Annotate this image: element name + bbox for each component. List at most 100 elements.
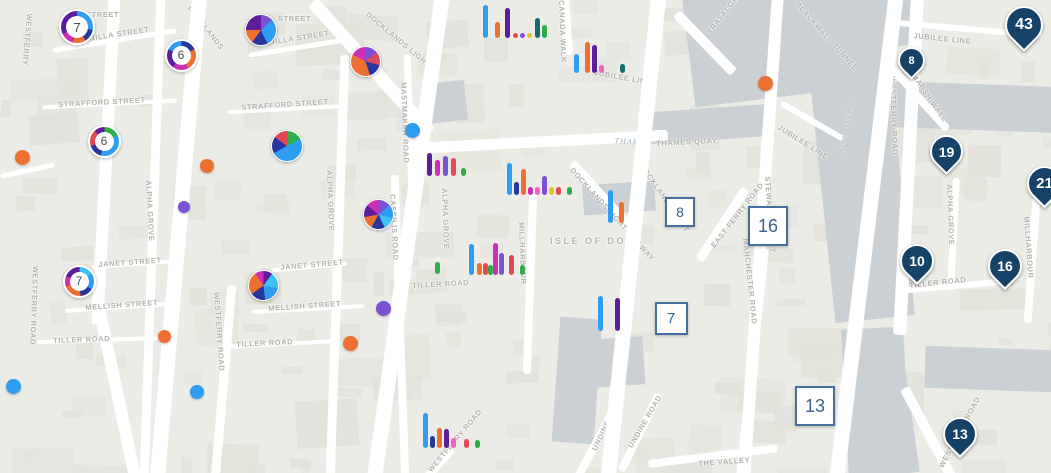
building-block [60, 245, 94, 263]
street-label: STREET [278, 14, 312, 23]
bar-cluster-marker[interactable] [574, 42, 628, 73]
building-block [778, 267, 796, 284]
bar-chart-bar [475, 440, 480, 448]
building-block [22, 177, 58, 195]
bar-cluster-marker[interactable] [435, 262, 443, 274]
bar-cluster-marker[interactable] [507, 163, 574, 195]
cluster-ring-marker[interactable]: 6 [87, 124, 121, 158]
bar-chart-bar [488, 265, 493, 275]
bar-chart-bar [549, 187, 554, 195]
grid-badge-marker[interactable]: 7 [654, 301, 688, 335]
point-marker[interactable] [190, 385, 204, 399]
point-marker[interactable] [157, 329, 171, 343]
pie-cluster-marker[interactable] [349, 45, 381, 77]
building-block [356, 137, 388, 152]
building-block [1042, 136, 1051, 149]
grid-badge-marker[interactable]: 16 [748, 206, 788, 246]
building-block [967, 144, 1002, 178]
street-label: TILLER ROAD [236, 337, 294, 349]
cluster-count: 6 [171, 45, 191, 65]
point-marker[interactable] [14, 149, 30, 165]
pie-cluster-marker[interactable] [362, 198, 394, 230]
building-block [183, 370, 203, 385]
grid-badge-marker[interactable]: 8 [665, 197, 695, 227]
point-marker[interactable] [5, 378, 21, 394]
bar-chart-bar [477, 263, 482, 275]
point-marker[interactable] [200, 159, 214, 173]
building-block [12, 448, 74, 473]
point-marker[interactable] [757, 75, 773, 91]
bar-chart-bar [427, 153, 432, 176]
building-block [242, 323, 268, 333]
building-block [997, 337, 1013, 346]
building-block [1020, 61, 1036, 83]
building-block [946, 46, 1001, 77]
bar-cluster-marker[interactable] [608, 190, 627, 223]
bar-chart-bar [535, 187, 540, 195]
building-block [494, 459, 515, 471]
bar-chart-bar [464, 439, 469, 448]
bar-cluster-marker[interactable] [423, 413, 482, 448]
street-label: ALPHA GROVE [440, 188, 452, 250]
bar-chart-bar [608, 190, 613, 223]
bar-chart-bar [599, 65, 604, 73]
street-label: STREET [86, 10, 120, 19]
pie-cluster-marker[interactable] [245, 14, 277, 46]
bar-cluster-marker[interactable] [598, 296, 623, 331]
bar-chart-bar [507, 163, 512, 195]
bar-chart-bar [513, 33, 518, 38]
bar-chart-bar [493, 243, 498, 275]
bar-chart-bar [444, 429, 449, 448]
cluster-ring-marker[interactable]: 7 [62, 264, 96, 298]
cluster-count: 6 [94, 131, 114, 151]
grid-badge-marker[interactable]: 13 [795, 386, 835, 426]
bar-chart-bar [435, 262, 440, 274]
bar-chart-bar [615, 298, 620, 331]
building-block [50, 300, 67, 326]
street-label: TILLER ROAD [412, 278, 470, 290]
bar-chart-bar [620, 64, 625, 73]
bar-chart-bar [556, 187, 561, 195]
bar-chart-bar [499, 253, 504, 275]
bar-chart-bar [483, 5, 488, 38]
cluster-ring-marker[interactable]: 6 [164, 38, 198, 72]
point-marker[interactable] [404, 122, 420, 138]
point-marker[interactable] [342, 335, 358, 351]
bar-chart-bar [469, 244, 474, 275]
bar-cluster-marker[interactable] [483, 5, 550, 38]
building-block [703, 283, 731, 307]
building-block [573, 0, 599, 15]
building-block [445, 331, 462, 348]
water-body [924, 345, 1051, 393]
pie-cluster-marker[interactable] [247, 269, 279, 301]
building-block [71, 395, 107, 416]
building-block [975, 429, 998, 446]
pin-count: 21 [1035, 174, 1051, 192]
bar-chart-bar [542, 25, 547, 38]
pin-count: 13 [952, 425, 968, 442]
bar-chart-bar [567, 187, 572, 195]
building-block [476, 214, 510, 239]
pin-count: 10 [909, 252, 925, 269]
building-block [15, 195, 36, 212]
cluster-ring-marker[interactable]: 7 [59, 9, 95, 45]
bar-chart-bar [437, 428, 442, 448]
pin-cluster-marker[interactable]: 43 [997, 0, 1051, 52]
point-marker[interactable] [375, 300, 391, 316]
building-block [910, 224, 929, 235]
bar-chart-bar [435, 160, 440, 176]
bar-cluster-marker[interactable] [469, 243, 526, 275]
building-block [776, 298, 806, 307]
bar-chart-bar [423, 413, 428, 448]
pin-count: 19 [938, 143, 954, 160]
building-block [714, 382, 741, 395]
bar-chart-bar [451, 438, 456, 448]
building-block [252, 70, 279, 90]
point-marker[interactable] [178, 201, 190, 213]
bar-cluster-marker[interactable] [427, 153, 469, 176]
building-block [959, 288, 1027, 311]
bar-chart-bar [574, 54, 579, 73]
pie-cluster-marker[interactable] [271, 130, 303, 162]
bar-chart-bar [495, 22, 500, 38]
